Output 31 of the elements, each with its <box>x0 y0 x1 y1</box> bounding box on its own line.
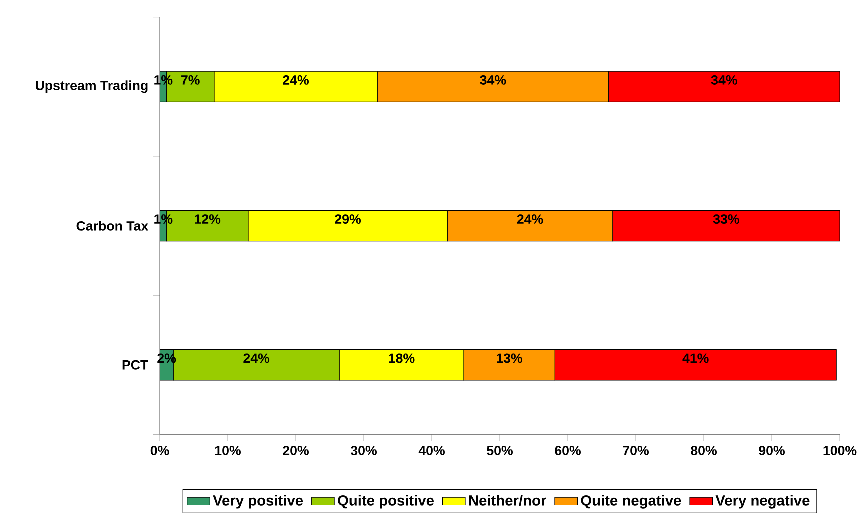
legend-label: Very positive <box>213 495 304 509</box>
data-label: 34% <box>711 75 738 85</box>
data-label: 24% <box>517 214 544 224</box>
data-label: 12% <box>195 214 221 224</box>
data-label: 29% <box>335 214 362 224</box>
x-tick-label: 10% <box>216 446 241 456</box>
data-label: 41% <box>682 354 709 364</box>
data-label: 24% <box>283 76 309 85</box>
data-label: 7% <box>182 76 200 85</box>
data-label: 33% <box>713 214 740 224</box>
legend-label: Very negative <box>716 495 810 509</box>
x-tick-label: 70% <box>623 446 649 456</box>
x-tick-label: 80% <box>691 446 717 456</box>
x-tick-label: 40% <box>418 446 445 456</box>
y-tick-label: PCT <box>122 360 148 370</box>
x-tick-label: 20% <box>283 446 309 456</box>
x-tick-label: 100% <box>824 446 857 456</box>
x-tick-label: 30% <box>350 446 377 456</box>
x-tick-label: 90% <box>759 446 785 456</box>
legend-label: Quite negative <box>581 495 682 509</box>
x-tick-label: 0% <box>150 446 170 456</box>
data-label: 24% <box>244 354 270 364</box>
x-tick-label: 50% <box>487 446 513 456</box>
data-label: 18% <box>389 354 415 364</box>
legend-label: Neither/nor <box>469 495 546 506</box>
y-tick-label: Carbon Tax <box>76 221 149 231</box>
y-tick-label: Upstream Trading <box>36 80 148 94</box>
legend-label: Quite positive <box>338 495 434 509</box>
data-label: 13% <box>497 354 523 364</box>
x-tick-label: 60% <box>555 446 581 456</box>
data-label: 34% <box>480 75 506 85</box>
